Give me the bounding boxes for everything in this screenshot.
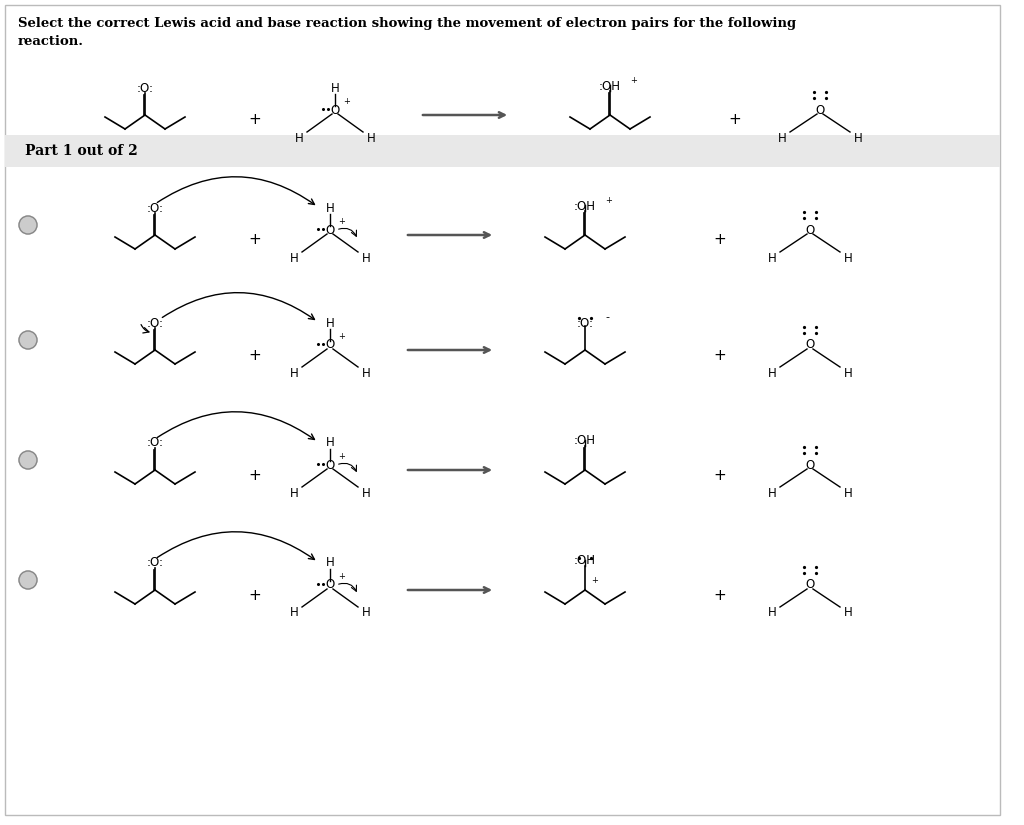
Text: +: +	[338, 217, 345, 226]
Text: H: H	[777, 131, 786, 144]
Text: :O:: :O:	[146, 317, 164, 329]
Text: -: -	[605, 312, 609, 322]
Text: :OH: :OH	[599, 79, 621, 92]
Text: H: H	[361, 487, 371, 499]
Text: H: H	[326, 436, 335, 450]
Text: +: +	[714, 233, 726, 248]
Text: +: +	[605, 196, 612, 205]
Text: +: +	[729, 112, 741, 128]
Text: O: O	[805, 578, 815, 592]
Text: O: O	[326, 224, 335, 237]
Text: +: +	[338, 332, 345, 341]
Text: H: H	[295, 131, 303, 144]
Text: H: H	[844, 366, 852, 380]
Text: H: H	[290, 606, 298, 620]
Text: +: +	[249, 347, 261, 362]
Text: H: H	[290, 487, 298, 499]
Text: +: +	[338, 572, 345, 581]
Text: O: O	[326, 578, 335, 592]
Text: O: O	[326, 338, 335, 351]
Text: +: +	[714, 468, 726, 483]
Text: Select the correct Lewis acid and base reaction showing the movement of electron: Select the correct Lewis acid and base r…	[18, 17, 796, 30]
Text: H: H	[361, 606, 371, 620]
Text: H: H	[367, 131, 376, 144]
Text: O: O	[805, 338, 815, 351]
Text: H: H	[768, 606, 776, 620]
Text: :O:: :O:	[146, 557, 164, 569]
Text: O: O	[805, 459, 815, 472]
Text: H: H	[768, 252, 776, 265]
Circle shape	[19, 571, 37, 589]
Text: O: O	[331, 103, 340, 116]
Text: H: H	[361, 252, 371, 265]
Text: reaction.: reaction.	[18, 35, 84, 48]
Text: H: H	[844, 252, 852, 265]
Text: H: H	[768, 487, 776, 499]
Text: +: +	[249, 112, 261, 128]
Text: H: H	[768, 366, 776, 380]
Text: +: +	[343, 97, 350, 106]
Text: Part 1 out of 2: Part 1 out of 2	[25, 144, 138, 158]
Text: :O:: :O:	[577, 317, 594, 329]
Text: +: +	[249, 587, 261, 602]
Text: H: H	[326, 201, 335, 214]
Text: O: O	[815, 103, 824, 116]
Circle shape	[19, 451, 37, 469]
Text: O: O	[805, 224, 815, 237]
Text: H: H	[844, 487, 852, 499]
Circle shape	[19, 331, 37, 349]
Text: +: +	[630, 76, 637, 85]
Text: :O:: :O:	[136, 82, 154, 95]
Text: +: +	[714, 587, 726, 602]
Text: H: H	[844, 606, 852, 620]
Circle shape	[19, 216, 37, 234]
Text: H: H	[361, 366, 371, 380]
Text: +: +	[714, 347, 726, 362]
Text: H: H	[854, 131, 862, 144]
Text: +: +	[338, 452, 345, 461]
Text: H: H	[326, 317, 335, 329]
Text: O: O	[326, 459, 335, 472]
Text: :O:: :O:	[146, 201, 164, 214]
FancyBboxPatch shape	[5, 135, 1000, 167]
Text: H: H	[326, 557, 335, 569]
Text: :OH: :OH	[574, 435, 596, 447]
Text: +: +	[591, 576, 598, 585]
Text: H: H	[331, 82, 339, 95]
Text: H: H	[290, 366, 298, 380]
Text: +: +	[249, 233, 261, 248]
Text: +: +	[249, 468, 261, 483]
Text: :OH: :OH	[574, 554, 596, 568]
Text: :OH: :OH	[574, 200, 596, 213]
Text: H: H	[290, 252, 298, 265]
Text: :O:: :O:	[146, 436, 164, 450]
